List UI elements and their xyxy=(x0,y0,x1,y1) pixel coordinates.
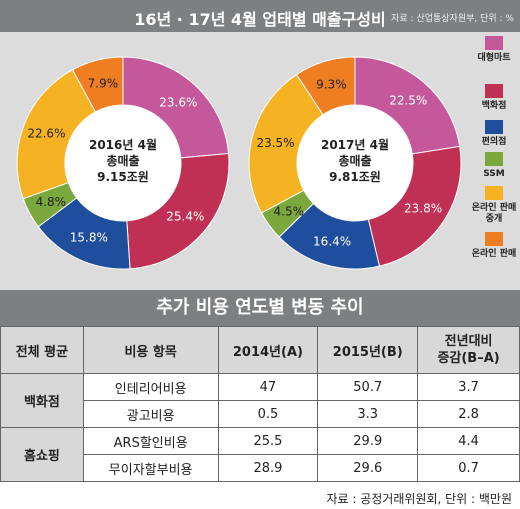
value-cell: 3.7 xyxy=(417,373,520,401)
legend-swatch xyxy=(485,186,503,200)
item-cell: 인테리어비용 xyxy=(82,373,219,401)
donut-center-text: 2017년 4월 xyxy=(321,137,389,152)
donut-center-text: 9.15조원 xyxy=(97,170,149,184)
header-cell: 2014년(A) xyxy=(217,326,319,374)
header-cell: 비용 항목 xyxy=(82,326,219,374)
slice-label: 9.3% xyxy=(316,77,347,91)
group-cell: 홈쇼핑 xyxy=(0,427,84,482)
legend-swatch xyxy=(485,232,503,246)
donut-chart-area: 23.6% 25.4% 15.8% 4.8% 22.6% 7.9% 2016년 4월 총매출 9… xyxy=(0,32,520,290)
chart-title: 16년 · 17년 4월 업태별 매출구성비 xyxy=(134,10,386,29)
slice-label: 4.5% xyxy=(274,204,305,218)
value-cell: 50.7 xyxy=(317,373,419,401)
donut-hole xyxy=(65,105,181,221)
legend-label: 온라인 판매중개 xyxy=(471,203,517,224)
legend-swatch xyxy=(485,84,503,98)
table-title: 추가 비용 연도별 변동 추이 xyxy=(0,290,520,326)
header-cell: 전체 평균 xyxy=(0,326,84,374)
donut-hole xyxy=(297,105,413,221)
legend-item: 온라인 판매 xyxy=(468,232,520,260)
donut-charts: 23.6%25.4%15.8%4.8%22.6%7.9%2016년 4월총매출9… xyxy=(16,56,462,270)
legend-label: SSM xyxy=(483,169,505,179)
legend-item: 백화점 xyxy=(468,84,520,112)
value-cell: 0.5 xyxy=(217,400,319,428)
slice-label: 4.8% xyxy=(36,195,67,209)
item-cell: 무이자할부비용 xyxy=(82,454,219,482)
value-cell: 29.9 xyxy=(317,427,419,455)
chart-source: 자료 : 산업통상자원부, 단위 : % xyxy=(391,14,514,24)
value-cell: 3.3 xyxy=(317,400,419,428)
slice-label: 16.4% xyxy=(313,235,351,249)
legend-label: 백화점 xyxy=(481,101,507,111)
legend-label: 대형마트 xyxy=(477,53,511,63)
slice-label: 15.8% xyxy=(70,231,108,245)
donut-center-text: 총매출 xyxy=(338,153,371,168)
legend-item: 대형마트 xyxy=(468,36,520,64)
value-cell: 47 xyxy=(217,373,319,401)
donut-center-text: 총매출 xyxy=(106,153,139,168)
legend-swatch xyxy=(485,152,503,166)
donut-center-text: 9.81조원 xyxy=(329,170,381,184)
table-row: 광고비용 0.5 3.3 2.8 xyxy=(1,400,520,428)
slice-label: 23.8% xyxy=(404,202,442,216)
table-footnote: 자료 : 공정거래위원회, 단위 : 백만원 xyxy=(326,492,512,506)
item-cell: 광고비용 xyxy=(82,400,219,428)
legend-label: 온라인 판매 xyxy=(471,249,517,259)
slice-label: 23.5% xyxy=(256,136,294,150)
value-cell: 29.6 xyxy=(317,454,419,482)
table-row: 백화점 인테리어비용 47 50.7 3.7 xyxy=(0,373,520,428)
slice-label: 7.9% xyxy=(88,77,119,91)
donut-center-text: 2016년 4월 xyxy=(89,137,157,152)
value-cell: 4.4 xyxy=(417,427,520,455)
slice-label: 22.5% xyxy=(389,94,427,108)
legend-label: 편의점 xyxy=(481,137,507,147)
header-cell: 2015년(B) xyxy=(317,326,419,374)
header-diff-line1: 전년대비 xyxy=(444,334,493,349)
item-cell: ARS할인비용 xyxy=(82,427,219,455)
slice-label: 23.6% xyxy=(159,95,197,109)
slice-label: 25.4% xyxy=(166,209,204,223)
value-cell: 0.7 xyxy=(417,454,520,482)
legend-swatch xyxy=(485,120,503,134)
slice-label: 22.6% xyxy=(27,127,65,141)
group-cell: 백화점 xyxy=(0,373,84,428)
value-cell: 25.5 xyxy=(217,427,319,455)
table-row: 무이자할부비용 28.9 29.6 0.7 xyxy=(1,454,520,482)
value-cell: 2.8 xyxy=(417,400,520,428)
header-diff-line2: 증감(B–A) xyxy=(437,351,500,366)
chart-title-banner: 16년 · 17년 4월 업태별 매출구성비 자료 : 산업통상자원부, 단위 … xyxy=(0,0,520,32)
legend-item: 편의점 xyxy=(468,120,520,148)
value-cell: 28.9 xyxy=(217,454,319,482)
table-row: 홈쇼핑 ARS할인비용 25.5 29.9 4.4 xyxy=(0,427,520,482)
legend-item: 온라인 판매중개 xyxy=(468,186,520,225)
legend-swatch xyxy=(485,36,503,50)
legend-item: SSM xyxy=(468,152,520,180)
